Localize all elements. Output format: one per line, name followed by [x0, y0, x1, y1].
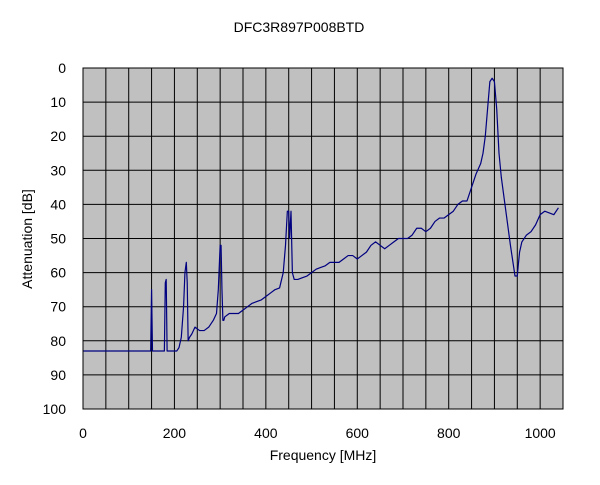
x-tick-label: 0	[79, 425, 87, 441]
y-tick-label: 80	[50, 333, 66, 349]
x-tick-label: 200	[163, 425, 187, 441]
y-tick-label: 30	[50, 162, 66, 178]
y-tick-label: 10	[50, 94, 66, 110]
x-tick-label: 1000	[525, 425, 556, 441]
attenuation-series-line	[83, 77, 559, 352]
y-tick-label: 100	[43, 401, 67, 417]
y-tick-label: 0	[58, 60, 66, 76]
x-tick-label: 600	[346, 425, 370, 441]
y-axis-label: Attenuation [dB]	[19, 189, 35, 289]
y-tick-label: 50	[50, 231, 66, 247]
y-tick-label: 40	[50, 196, 66, 212]
y-axis-ticks: 0 10 20 30 40 50 60 70 80 90 100	[43, 60, 67, 417]
x-axis-ticks: 0 200 400 600 800 1000	[79, 425, 556, 441]
y-tick-label: 60	[50, 265, 66, 281]
chart-title: DFC3R897P008BTD	[234, 19, 365, 35]
plot-border	[82, 67, 564, 410]
y-tick-label: 70	[50, 299, 66, 315]
gridlines	[83, 68, 563, 409]
y-tick-label: 90	[50, 367, 66, 383]
x-axis-label: Frequency [MHz]	[270, 447, 377, 463]
series-layer	[83, 77, 559, 352]
x-tick-label: 400	[254, 425, 278, 441]
plot-frame	[82, 67, 564, 410]
y-tick-label: 20	[50, 128, 66, 144]
x-tick-label: 800	[437, 425, 461, 441]
